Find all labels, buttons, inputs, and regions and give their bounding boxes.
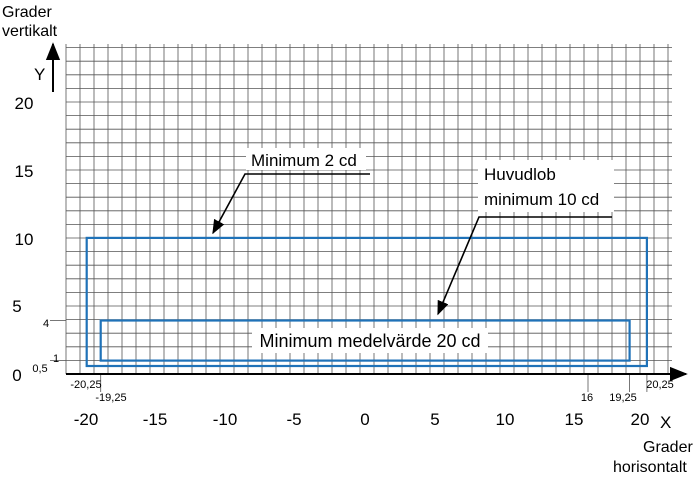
x-axis-title-line2: horisontalt xyxy=(613,459,687,476)
x-small-label-16: 16 xyxy=(581,392,593,404)
x-axis-symbol: X xyxy=(660,413,671,432)
y-small-label-4: 4 xyxy=(43,318,49,330)
min2-label-bg xyxy=(246,148,366,170)
x-small-label-neg1925: -19,25 xyxy=(95,392,126,404)
y-axis-symbol: Y xyxy=(34,65,45,84)
average-zone-label: Minimum medelvärde 20 cd xyxy=(259,331,480,351)
y-tick-label: 10 xyxy=(15,230,34,249)
y-tick-label: 20 xyxy=(15,94,34,113)
zone-average-rect xyxy=(99,319,631,362)
main-lobe-leader-arrow xyxy=(437,216,612,316)
x-tick-label: -15 xyxy=(143,410,168,429)
x-small-label-neg2025: -20,25 xyxy=(70,379,101,391)
zone-main-lobe-rect xyxy=(85,236,649,368)
y-small-label-1: 1 xyxy=(53,353,59,365)
grid xyxy=(50,44,672,392)
average-label-bg xyxy=(252,328,488,353)
x-small-label-1925: 19,25 xyxy=(609,392,637,404)
x-tick-label: 15 xyxy=(565,410,584,429)
x-tick-label: -10 xyxy=(213,410,238,429)
main-lobe-label-line2: minimum 10 cd xyxy=(484,190,599,209)
x-axis-title-line1: Grader xyxy=(643,439,693,456)
x-tick-label: 20 xyxy=(631,410,650,429)
y-small-label-05: 0,5 xyxy=(32,363,47,375)
y-tick-label: 15 xyxy=(15,162,34,181)
y-tick-label: 5 xyxy=(12,297,21,316)
y-title-bg xyxy=(0,0,90,42)
min2-callout-label: Minimum 2 cd xyxy=(251,151,357,170)
x-tick-label: 0 xyxy=(360,410,369,429)
x-tick-label: 5 xyxy=(430,410,439,429)
y-axis-title-line2: vertikalt xyxy=(2,23,58,40)
y-axis-title-line1: Grader xyxy=(2,4,52,21)
x-small-label-2025: 20,25 xyxy=(646,379,674,391)
x-tick-label: 10 xyxy=(496,410,515,429)
x-tick-label: -20 xyxy=(74,410,99,429)
x-title-bg xyxy=(636,432,696,478)
y-tick-label: 0 xyxy=(12,366,21,385)
min2-leader-arrow xyxy=(212,173,370,235)
x-tick-label: -5 xyxy=(286,410,301,429)
main-lobe-label-line1: Huvudlob xyxy=(484,165,556,184)
huvud-label-bg xyxy=(478,160,614,212)
